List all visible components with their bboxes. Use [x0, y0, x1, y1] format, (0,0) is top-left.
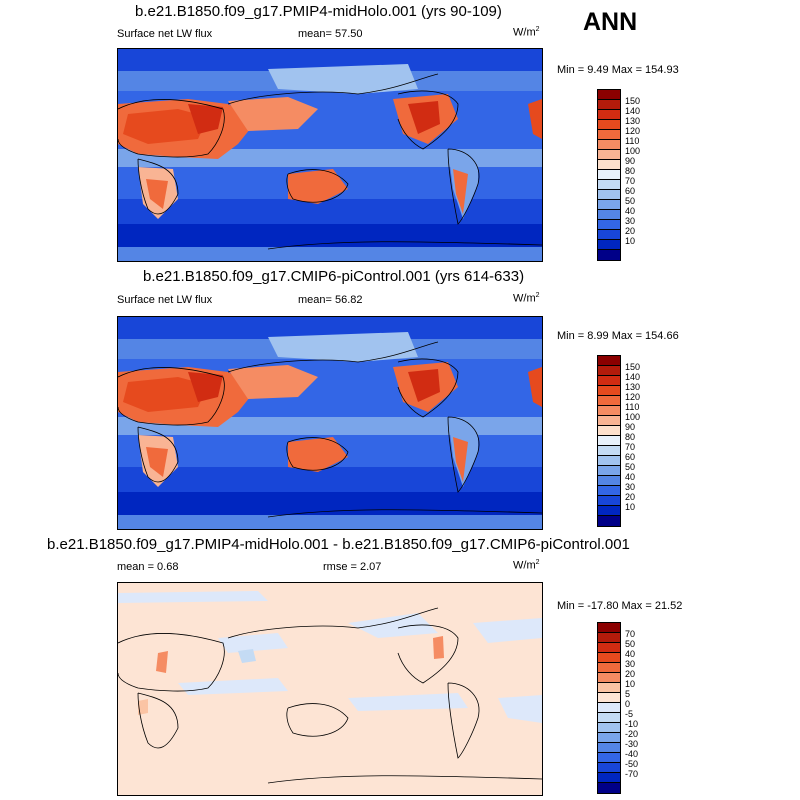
panel3-units: W/m2 — [513, 559, 540, 572]
panel2-cbar-label: 10 — [625, 502, 636, 512]
panel2-cbar-label: 110 — [625, 402, 640, 412]
panel3-cbar-label: -10 — [625, 719, 639, 729]
panel1-colorbar — [597, 89, 621, 261]
panel2-cbar-label: 50 — [625, 462, 636, 472]
panel3-cbar-label: 10 — [625, 679, 636, 689]
panel2-cbar-label: 70 — [625, 442, 636, 452]
panel3-rmse: rmse = 2.07 — [323, 561, 382, 573]
panel2-cbar-label: 120 — [625, 392, 641, 402]
panel2-cbar-label: 80 — [625, 432, 636, 442]
panel2-cbar-label: 60 — [625, 452, 636, 462]
panel1-variable: Surface net LW flux — [117, 28, 213, 40]
panel1-cbar-label: 120 — [625, 126, 641, 136]
panel3-cbar-label: 70 — [625, 629, 636, 639]
panel3-cbar-label: -70 — [625, 769, 639, 779]
panel1-cbar-label: 90 — [625, 156, 636, 166]
panel3-title: b.e21.B1850.f09_g17.PMIP4-midHolo.001 - … — [47, 536, 630, 553]
panel1-cbar-label: 140 — [625, 106, 641, 116]
panel2-cbar-label: 40 — [625, 472, 636, 482]
panel3-cbar-label: -30 — [625, 739, 639, 749]
panel1-cbar-label: 20 — [625, 226, 636, 236]
panel2-title: b.e21.B1850.f09_g17.CMIP6-piControl.001 … — [143, 268, 525, 285]
panel1-cbar-label: 50 — [625, 196, 636, 206]
panel1-cbar-label: 30 — [625, 216, 636, 226]
panel1-title: b.e21.B1850.f09_g17.PMIP4-midHolo.001 (y… — [135, 3, 502, 20]
panel1-cbar-label: 10 — [625, 236, 636, 246]
panel1-minmax: Min = 9.49 Max = 154.93 — [557, 64, 679, 76]
panel1-cbar-label: 40 — [625, 206, 636, 216]
panel2-cbar-label: 130 — [625, 382, 641, 392]
panel3-mean: mean = 0.68 — [117, 561, 179, 573]
panel3-cbar-label: -50 — [625, 759, 639, 769]
panel3-cbar-label: 5 — [625, 689, 631, 699]
panel1-cbar-label: 80 — [625, 166, 636, 176]
panel1-cbar-label: 60 — [625, 186, 636, 196]
panel3-cbar-label: 30 — [625, 659, 636, 669]
panel3-cbar-label: -5 — [625, 709, 634, 719]
panel3-cbar-label: -40 — [625, 749, 639, 759]
panel3-colorbar — [597, 622, 621, 794]
panel3-cbar-label: 0 — [625, 699, 631, 709]
panel3-cbar-label: 20 — [625, 669, 636, 679]
season-label: ANN — [583, 8, 638, 36]
panel1-cbar-label: 70 — [625, 176, 636, 186]
panel2-variable: Surface net LW flux — [117, 294, 213, 306]
panel2-colorbar — [597, 355, 621, 527]
panel3-map — [117, 582, 543, 796]
panel2-mean: mean= 56.82 — [298, 294, 363, 306]
panel2-map — [117, 316, 543, 530]
panel3-cbar-label: 40 — [625, 649, 636, 659]
panel1-units: W/m2 — [513, 26, 540, 39]
panel1-mean: mean= 57.50 — [298, 28, 363, 40]
panel2-cbar-label: 100 — [625, 412, 641, 422]
panel3-minmax: Min = -17.80 Max = 21.52 — [557, 600, 683, 612]
panel1-cbar-label: 130 — [625, 116, 641, 126]
panel2-units: W/m2 — [513, 292, 540, 305]
panel2-cbar-label: 140 — [625, 372, 641, 382]
panel3-cbar-label: -20 — [625, 729, 639, 739]
panel1-cbar-label: 110 — [625, 136, 640, 146]
panel2-minmax: Min = 8.99 Max = 154.66 — [557, 330, 679, 342]
panel2-cbar-label: 30 — [625, 482, 636, 492]
panel2-cbar-label: 20 — [625, 492, 636, 502]
panel2-cbar-label: 150 — [625, 362, 641, 372]
panel1-cbar-label: 150 — [625, 96, 641, 106]
panel2-cbar-label: 90 — [625, 422, 636, 432]
panel1-map — [117, 48, 543, 262]
panel1-cbar-label: 100 — [625, 146, 641, 156]
panel3-cbar-label: 50 — [625, 639, 636, 649]
